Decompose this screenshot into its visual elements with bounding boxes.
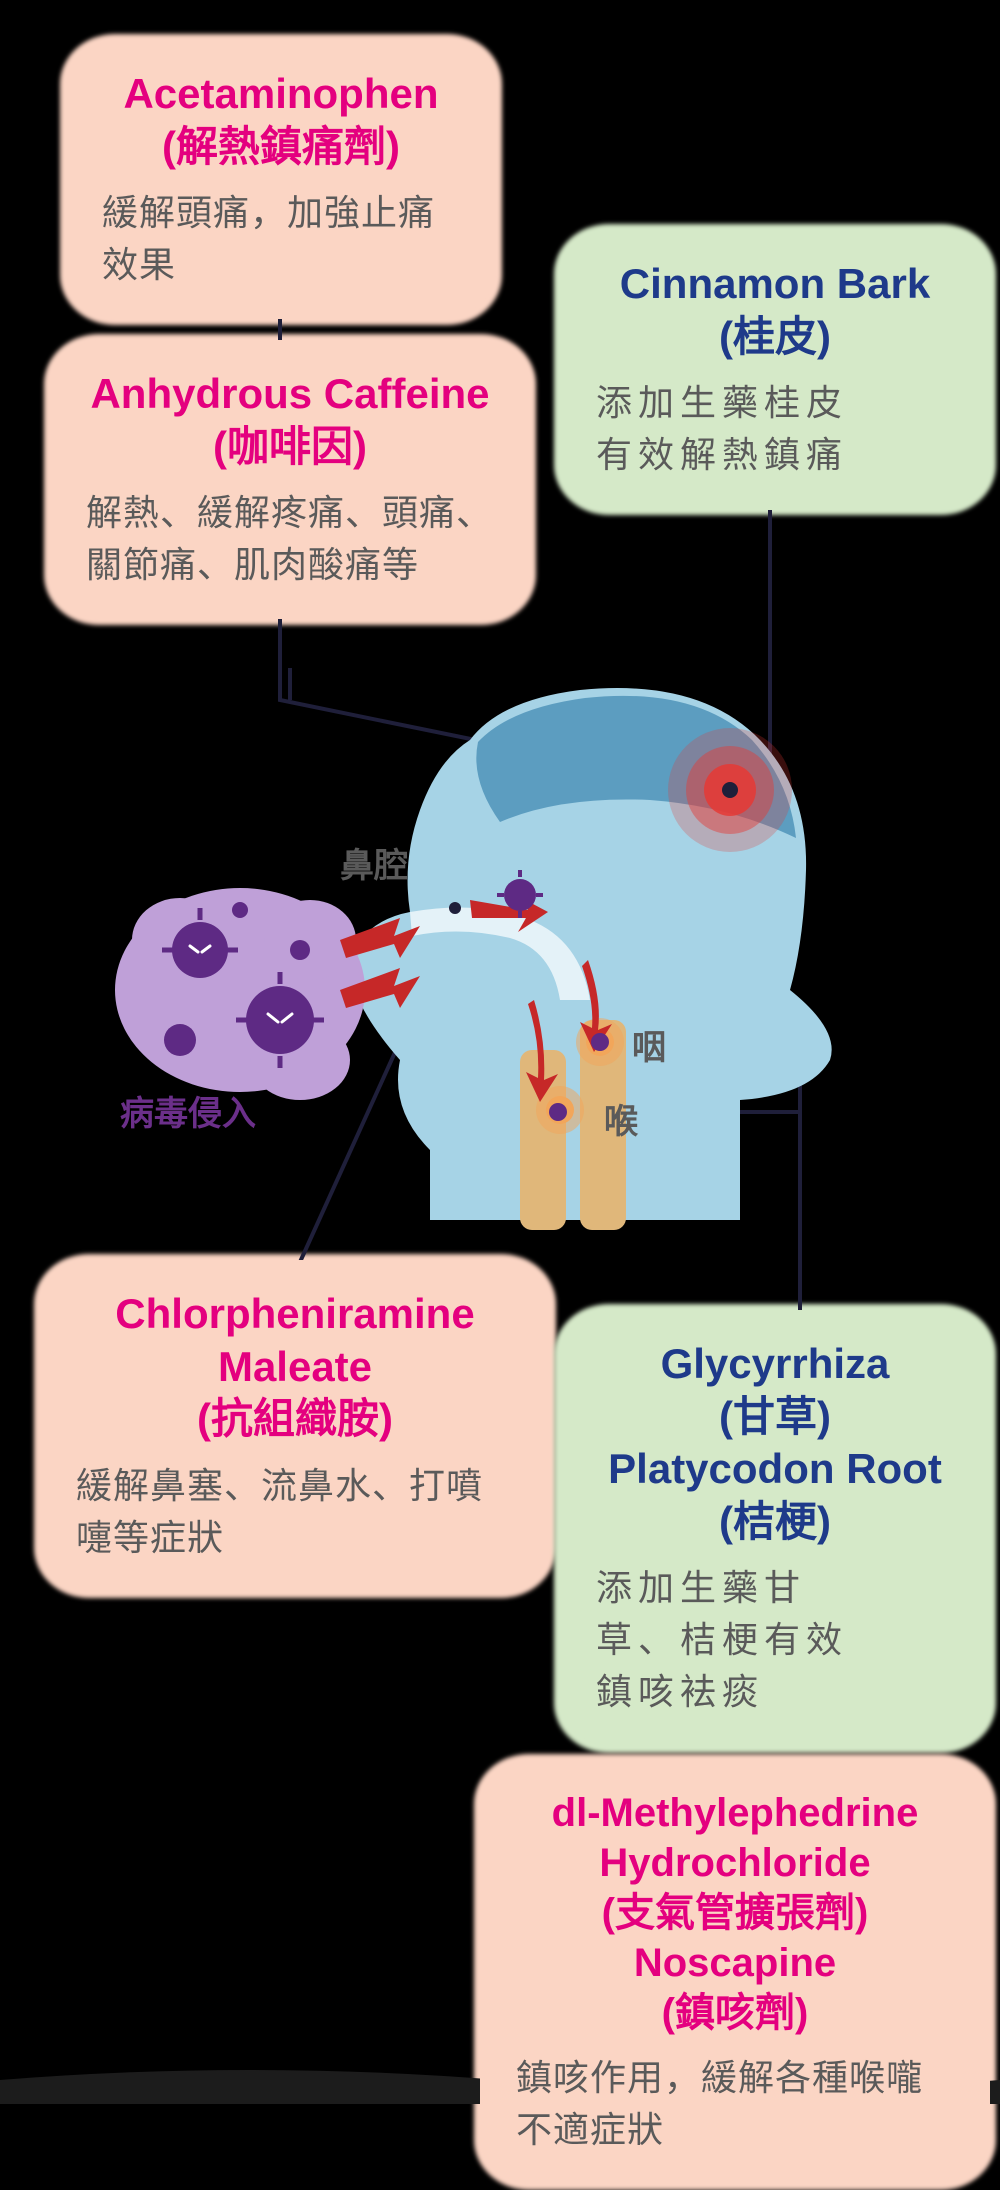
label-nasal: 鼻腔 bbox=[340, 838, 408, 887]
label-pharynx: 咽 bbox=[632, 1020, 666, 1069]
title2-zh: (鎮咳劑) bbox=[516, 1988, 954, 2038]
title2: Platycodon Root bbox=[596, 1443, 954, 1496]
title-zh: (咖啡因) bbox=[86, 421, 494, 474]
bubble-cinnamon: Cinnamon Bark (桂皮) 添加生藥桂皮有效解熱鎮痛 bbox=[560, 230, 990, 509]
desc: 解熱、緩解疼痛、頭痛、關節痛、肌肉酸痛等 bbox=[86, 487, 494, 591]
desc: 添加生藥桂皮有效解熱鎮痛 bbox=[596, 377, 886, 481]
title: Glycyrrhiza bbox=[596, 1338, 954, 1391]
title-zh: (抗組織胺) bbox=[76, 1393, 514, 1446]
title-zh: (桂皮) bbox=[596, 311, 954, 364]
title-zh: (支氣管擴張劑) bbox=[516, 1888, 954, 1938]
title2: Noscapine bbox=[516, 1938, 954, 1988]
title-zh: (解熱鎮痛劑) bbox=[102, 121, 460, 174]
bubble-methylephedrine: dl-Methylephedrine Hydrochloride (支氣管擴張劑… bbox=[480, 1760, 990, 2184]
title: Anhydrous Caffeine bbox=[86, 368, 494, 421]
title2-zh: (桔梗) bbox=[596, 1496, 954, 1549]
desc: 添加生藥甘草、桔梗有效鎮咳袪痰 bbox=[596, 1562, 856, 1719]
label-virus-invasion: 病毒侵入 bbox=[120, 1086, 256, 1135]
bubble-acetaminophen: Acetaminophen (解熱鎮痛劑) 緩解頭痛，加強止痛效果 bbox=[66, 40, 496, 319]
desc: 緩解鼻塞、流鼻水、打噴嚏等症狀 bbox=[76, 1460, 514, 1564]
title: dl-Methylephedrine Hydrochloride bbox=[516, 1788, 954, 1888]
title: Acetaminophen bbox=[102, 68, 460, 121]
title: Chlorpheniramine Maleate bbox=[76, 1288, 514, 1393]
label-larynx: 喉 bbox=[604, 1094, 638, 1143]
bubble-glycyrrhiza: Glycyrrhiza (甘草) Platycodon Root (桔梗) 添加… bbox=[560, 1310, 990, 1747]
title: Cinnamon Bark bbox=[596, 258, 954, 311]
desc: 緩解頭痛，加強止痛效果 bbox=[102, 187, 460, 291]
title-zh: (甘草) bbox=[596, 1391, 954, 1444]
bubble-chlorpheniramine: Chlorpheniramine Maleate (抗組織胺) 緩解鼻塞、流鼻水… bbox=[40, 1260, 550, 1592]
hotspot-head-icon bbox=[668, 728, 792, 852]
desc: 鎮咳作用，緩解各種喉嚨不適症狀 bbox=[516, 2052, 954, 2156]
bubble-caffeine: Anhydrous Caffeine (咖啡因) 解熱、緩解疼痛、頭痛、關節痛、… bbox=[50, 340, 530, 619]
virus-cloud-icon bbox=[115, 888, 365, 1100]
